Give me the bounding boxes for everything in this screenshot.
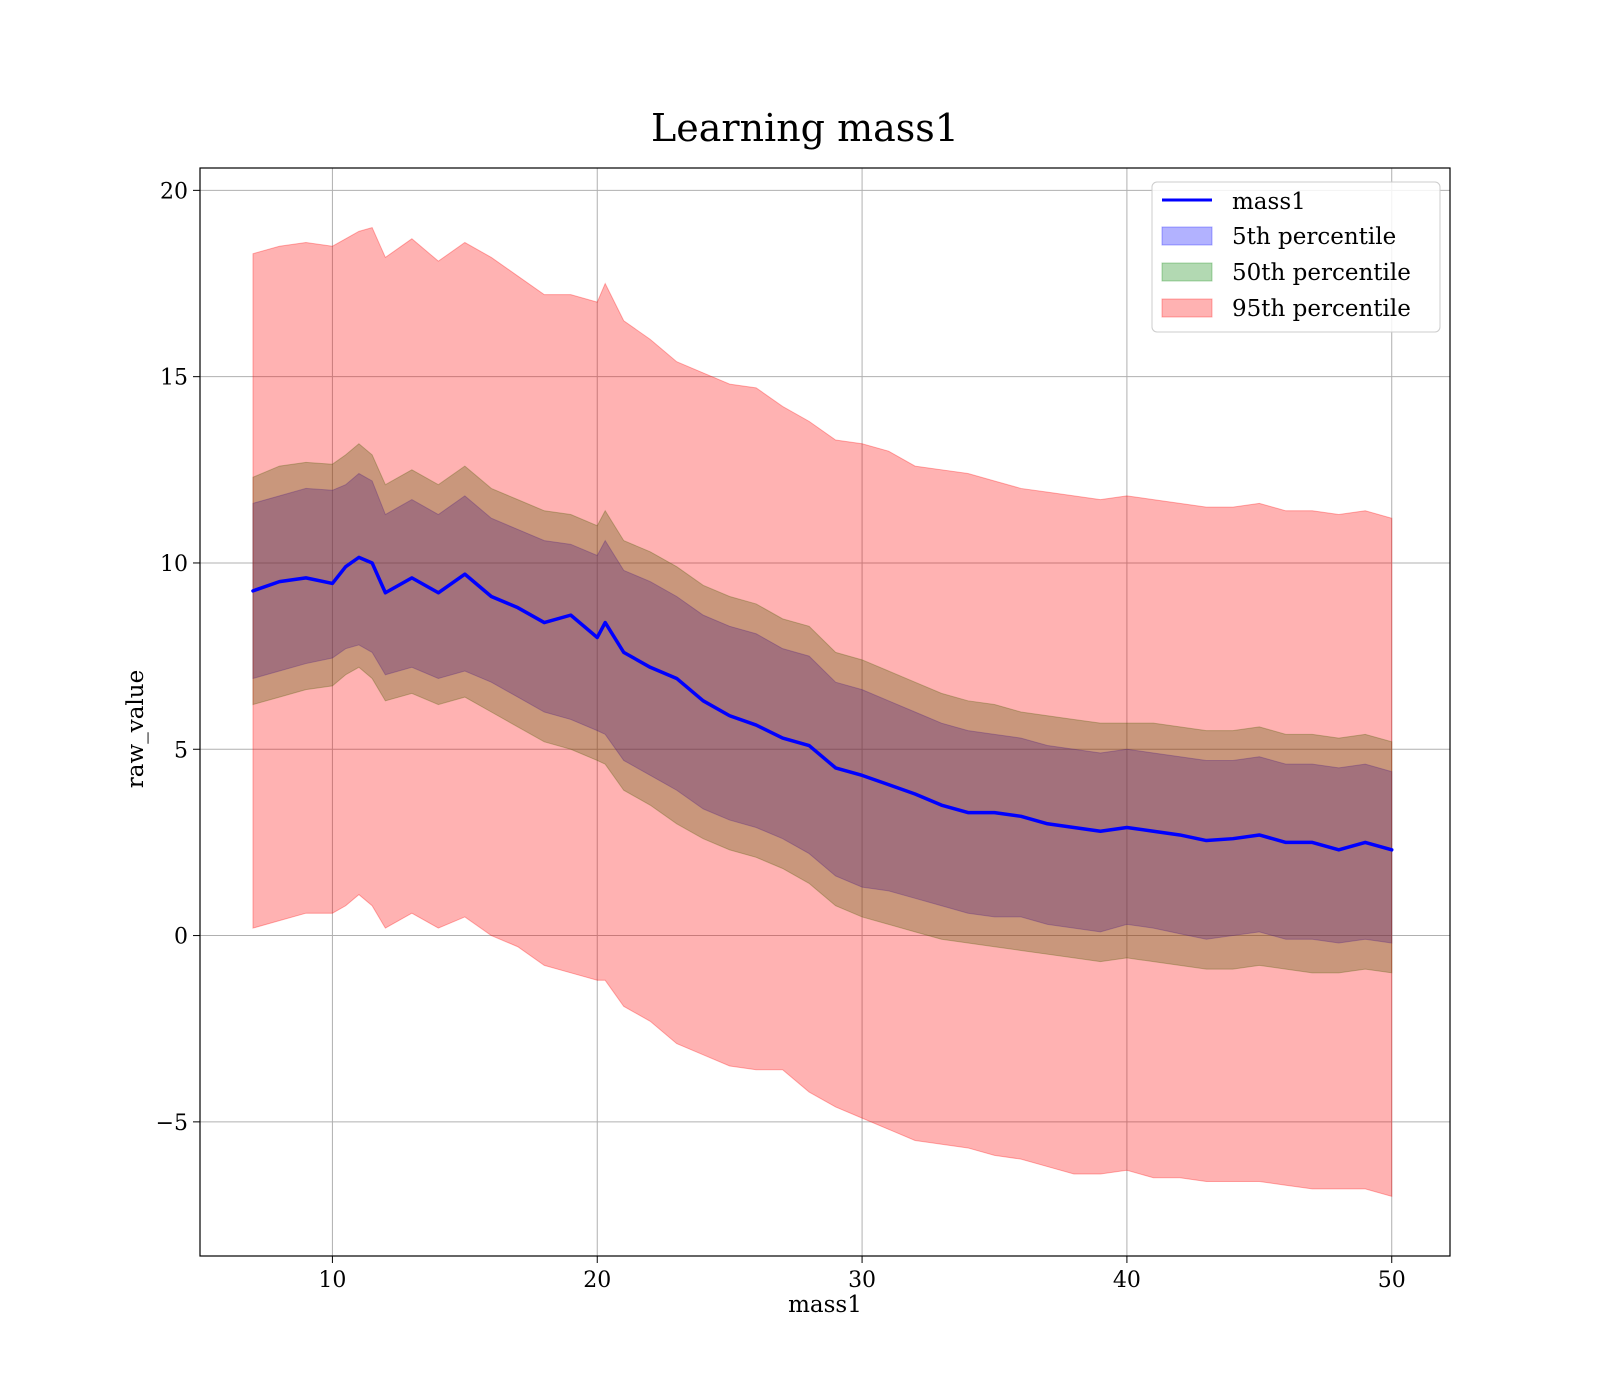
x-tick-label: 20: [583, 1268, 611, 1293]
x-axis-label: mass1: [788, 1292, 862, 1318]
legend-label-95th-percentile: 95th percentile: [1232, 296, 1411, 322]
y-axis: −5 0 5 10 15 20: [156, 179, 200, 1136]
legend-label-mass1: mass1: [1232, 189, 1306, 215]
line-layer: [251, 555, 1394, 852]
band-layer: [252, 227, 1393, 1198]
y-tick-label: 10: [160, 552, 188, 577]
legend-box: [1151, 181, 1441, 333]
grid-layer: [200, 168, 1450, 1256]
y-tick-label: 20: [160, 179, 188, 204]
chart-title: Learning mass1: [651, 106, 959, 150]
legend-label-5th-percentile: 5th percentile: [1232, 224, 1396, 250]
legend-swatch-95th-percentile: [1161, 298, 1213, 318]
x-tick-label: 40: [1113, 1268, 1141, 1293]
x-tick-label: 10: [318, 1268, 346, 1293]
x-tick-label: 30: [848, 1268, 876, 1293]
band-5th-percentile: [252, 472, 1393, 944]
y-tick-label: 15: [160, 366, 188, 391]
band-95th-percentile: [252, 227, 1393, 1198]
x-tick-label: 50: [1378, 1268, 1406, 1293]
line-mass1: [251, 555, 1394, 852]
y-tick-label: −5: [156, 1111, 188, 1136]
legend-swatch-5th-percentile: [1161, 226, 1213, 246]
band-50th-percentile: [252, 443, 1393, 974]
plot-frame: [199, 167, 1451, 1257]
legend: mass1 5th percentile 50th percentile 95t…: [1151, 181, 1441, 333]
legend-label-50th-percentile: 50th percentile: [1232, 260, 1411, 286]
x-axis: 10 20 30 40 50: [318, 1256, 1406, 1293]
y-tick-label: 0: [174, 925, 188, 950]
y-axis-label: raw_value: [123, 670, 149, 788]
y-tick-label: 5: [174, 738, 188, 763]
legend-swatch-50th-percentile: [1161, 262, 1213, 282]
